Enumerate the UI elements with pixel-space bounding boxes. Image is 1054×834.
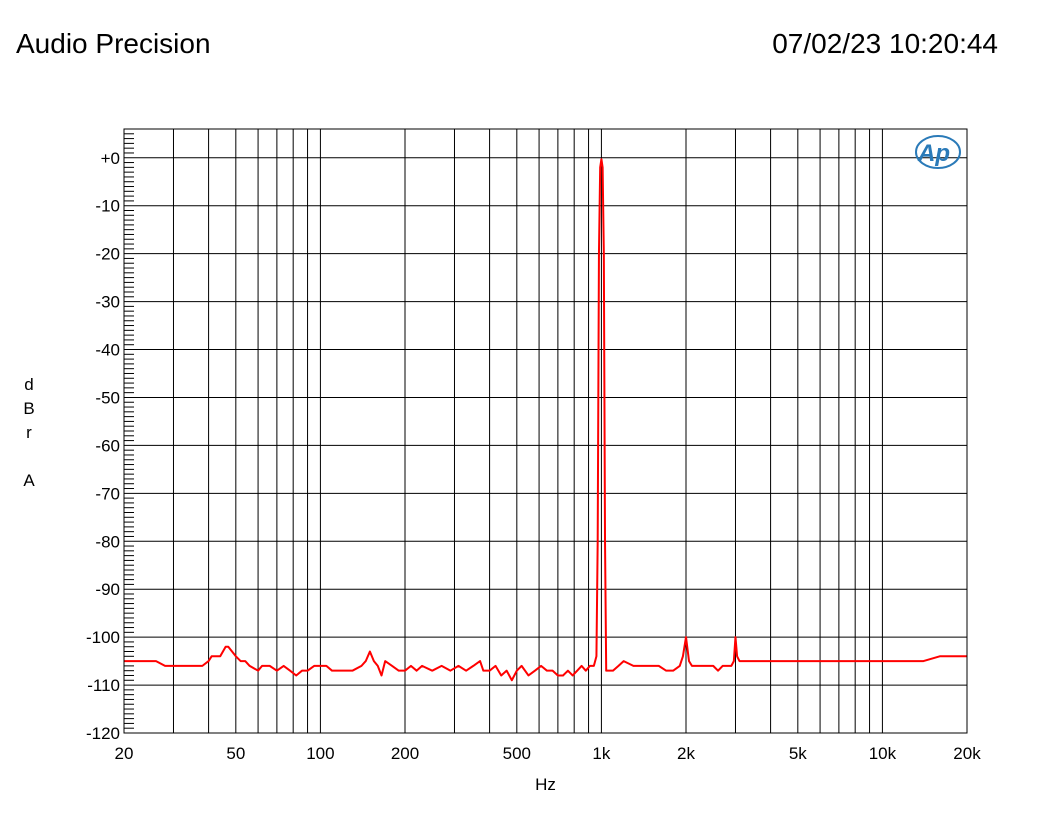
y-tick-label: -40 — [95, 341, 120, 360]
y-tick-label: -20 — [95, 245, 120, 264]
x-axis-label: Hz — [535, 775, 556, 794]
y-axis-label-char: B — [23, 399, 34, 418]
report-title: Audio Precision — [16, 28, 211, 59]
x-tick-label: 5k — [789, 744, 807, 763]
trace-layer — [124, 158, 967, 682]
timestamp: 07/02/23 10:20:44 — [772, 28, 998, 59]
y-tick-label: -50 — [95, 388, 120, 407]
y-tick-label: -80 — [95, 532, 120, 551]
ap-logo-text: Ap — [917, 140, 950, 167]
plot-area — [124, 129, 967, 733]
x-tick-label: 50 — [226, 744, 245, 763]
y-tick-label: -120 — [86, 724, 120, 743]
ap-logo-ring — [915, 135, 961, 169]
x-tick-label: 500 — [503, 744, 531, 763]
y-axis-ticks: +0 -10 -20 -30 -40 -50 -60 -70 -80 -90 -100 -110 -12… — [86, 149, 120, 743]
y-tick-label: -10 — [95, 197, 120, 216]
plot-frame — [123, 128, 968, 734]
y-tick-label: -30 — [95, 293, 120, 312]
y-tick-label: -90 — [95, 580, 120, 599]
x-axis-ticks: 20 50 100 200 500 1k 2k 5k 10k 20k — [115, 744, 982, 763]
x-tick-label: 20 — [115, 744, 134, 763]
y-tick-label: -70 — [95, 484, 120, 503]
y-axis-label-char: d — [24, 375, 33, 394]
y-axis-label-char: A — [23, 471, 35, 490]
ap-logo: Ap — [915, 135, 961, 169]
x-tick-label: 100 — [306, 744, 334, 763]
x-tick-label: 20k — [953, 744, 981, 763]
y-axis-label: dBr A — [23, 375, 35, 490]
y-tick-label: +0 — [101, 149, 120, 168]
y-axis-label-char: r — [26, 423, 32, 442]
y-tick-label: -60 — [95, 436, 120, 455]
x-tick-label: 200 — [391, 744, 419, 763]
x-tick-label: 2k — [677, 744, 695, 763]
x-tick-label: 1k — [592, 744, 610, 763]
y-tick-label: -100 — [86, 628, 120, 647]
series-line — [124, 158, 967, 682]
y-tick-label: -110 — [87, 676, 120, 695]
x-tick-label: 10k — [869, 744, 897, 763]
